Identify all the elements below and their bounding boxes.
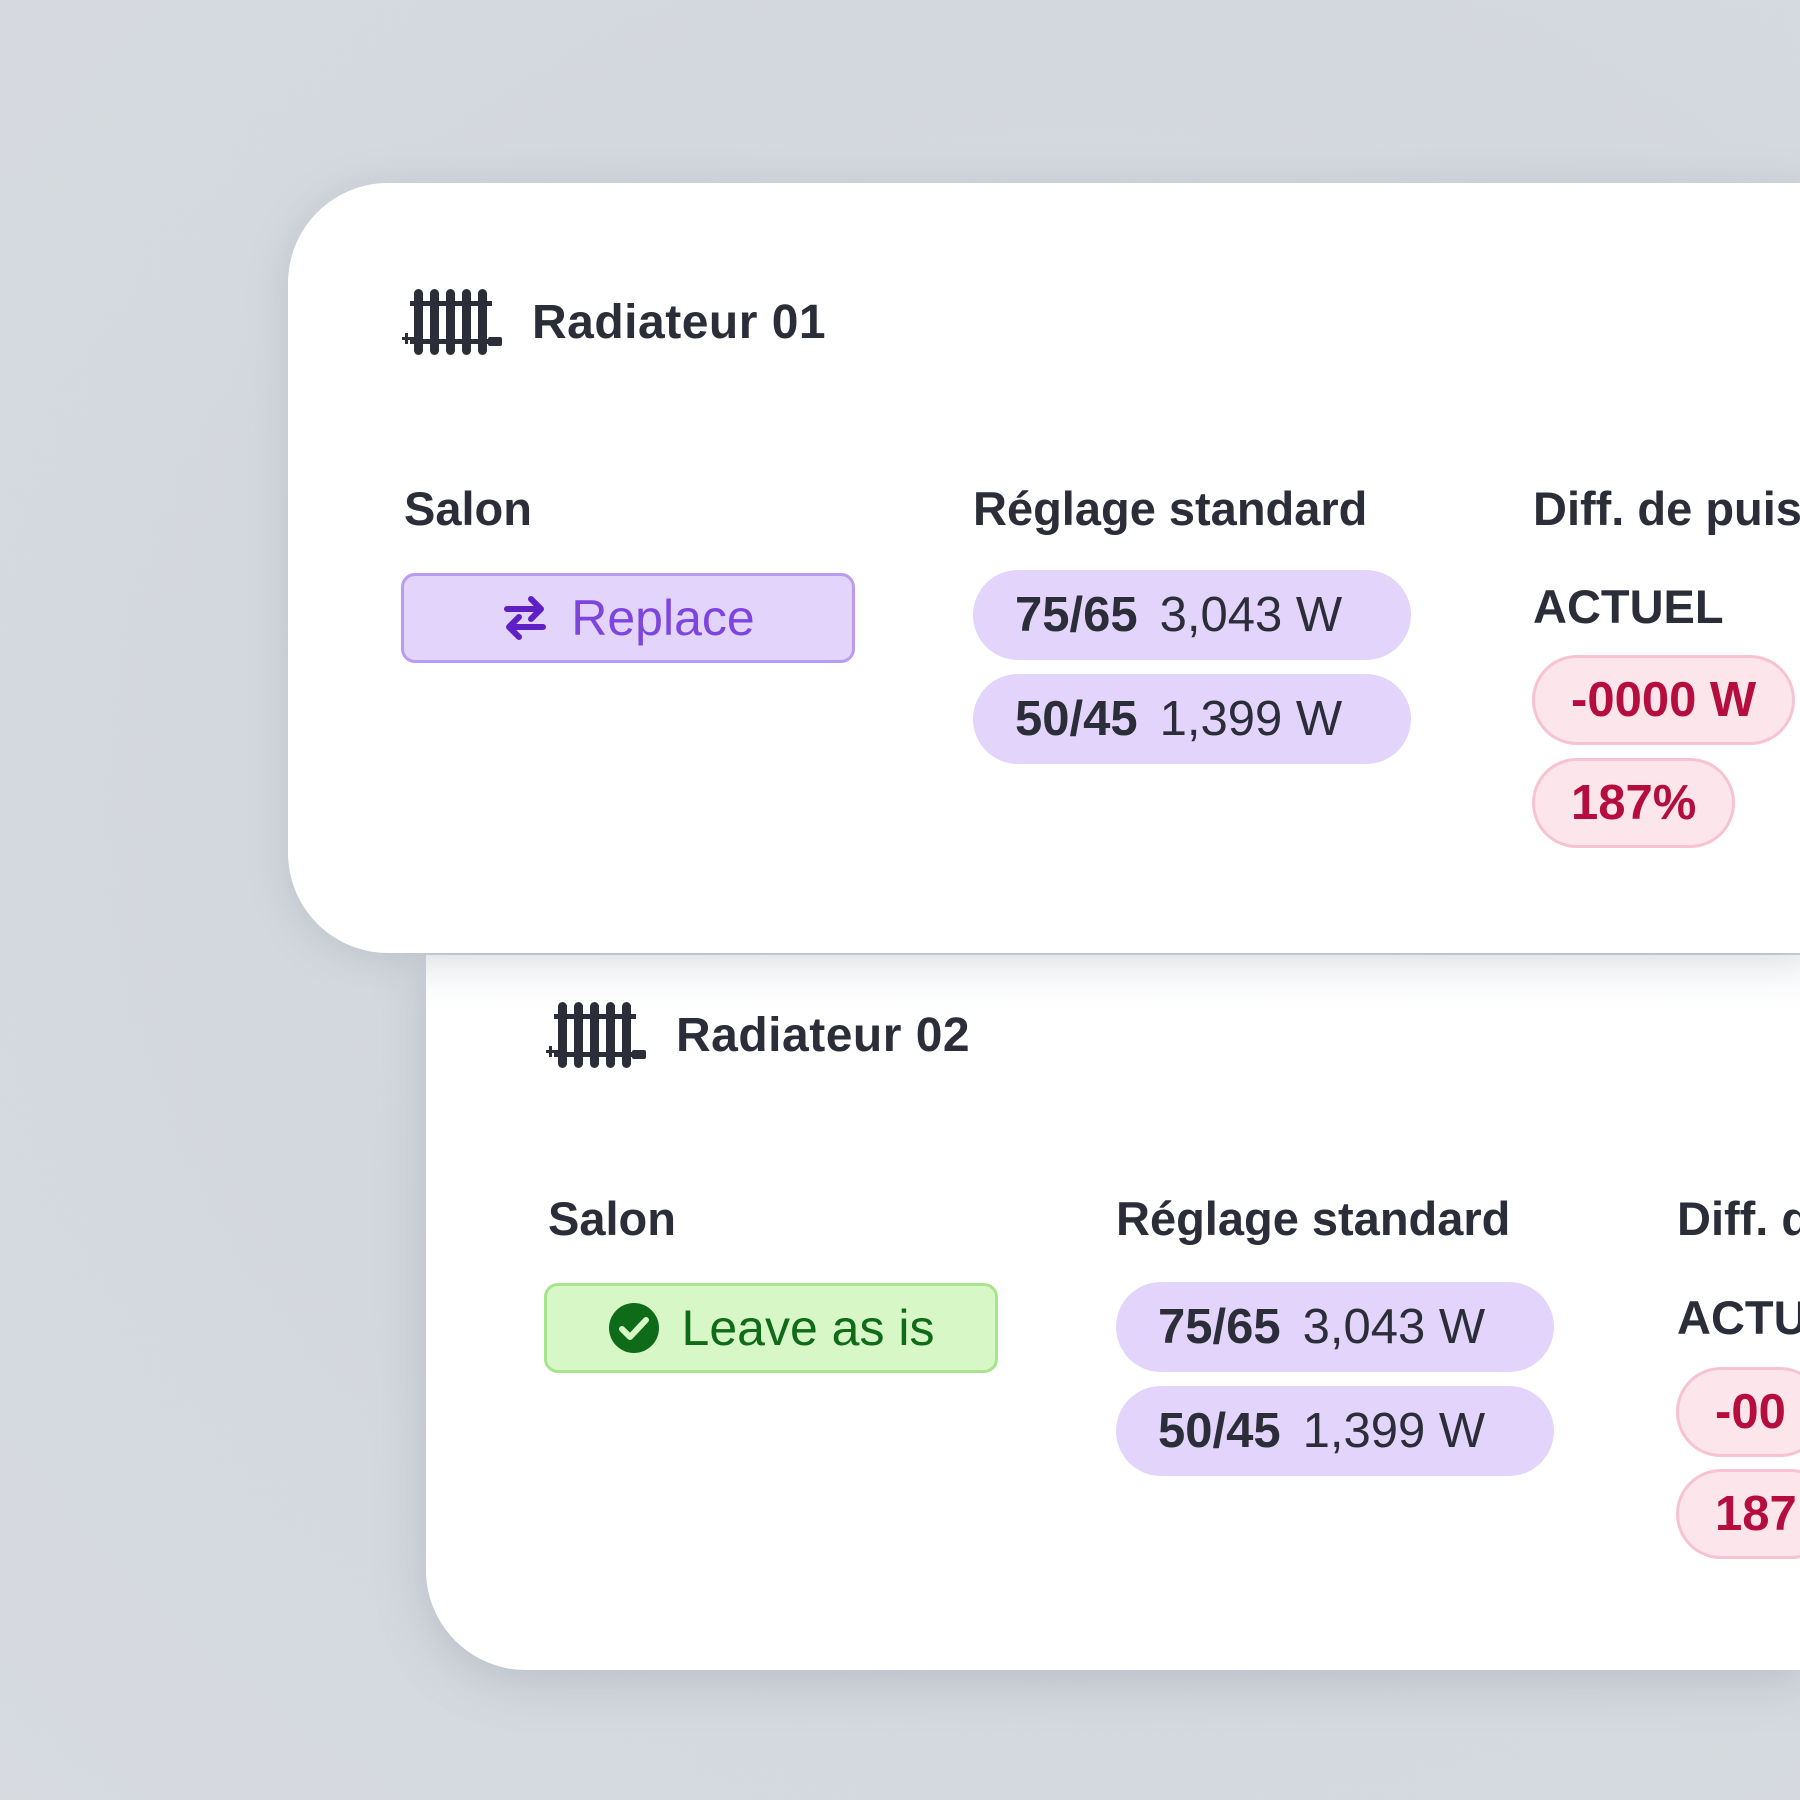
- setting-label: Réglage standard: [973, 482, 1368, 535]
- leave-as-is-label: Leave as is: [681, 1300, 935, 1356]
- replace-button-label: Replace: [571, 590, 755, 646]
- setting-temp: 50/45: [1158, 1404, 1281, 1458]
- diff-sublabel: ACTUEL: [1533, 580, 1724, 633]
- diff-label: Diff. de puis: [1533, 482, 1800, 535]
- setting-power: 3,043 W: [1302, 1300, 1486, 1354]
- leave-as-is-button[interactable]: Leave as is: [544, 1283, 998, 1373]
- diff-power-badge: -00: [1676, 1367, 1800, 1457]
- setting-temp: 75/65: [1015, 588, 1138, 642]
- diff-label: Diff. d: [1677, 1192, 1800, 1245]
- card-header: Radiateur 02: [546, 1000, 970, 1070]
- card-title: Radiateur 01: [532, 295, 827, 349]
- setting-temp: 50/45: [1015, 692, 1138, 746]
- setting-power: 1,399 W: [1159, 692, 1343, 746]
- setting-pill: 50/45 1,399 W: [973, 674, 1411, 764]
- replace-button[interactable]: Replace: [401, 573, 855, 663]
- radiator-card-1: Radiateur 01 Salon Replace Réglage stand…: [288, 183, 1800, 953]
- setting-pill: 75/65 3,043 W: [973, 570, 1411, 660]
- room-label: Salon: [548, 1192, 676, 1245]
- room-label: Salon: [404, 482, 532, 535]
- radiator-card-2: Radiateur 02 Salon Leave as is Réglage s…: [426, 955, 1800, 1670]
- setting-power: 3,043 W: [1159, 588, 1343, 642]
- card-header: Radiateur 01: [402, 287, 826, 357]
- card-title: Radiateur 02: [676, 1008, 971, 1062]
- diff-sublabel: ACTU: [1677, 1291, 1800, 1344]
- diff-percent-badge: 187%: [1532, 758, 1736, 848]
- diff-power-badge: -0000 W: [1532, 655, 1796, 745]
- check-circle-icon: [608, 1302, 660, 1354]
- radiator-icon: [402, 287, 508, 357]
- setting-label: Réglage standard: [1116, 1192, 1511, 1245]
- swap-arrows-icon: [501, 595, 549, 641]
- setting-temp: 75/65: [1158, 1300, 1281, 1354]
- diff-percent-badge: 187: [1676, 1469, 1800, 1559]
- setting-power: 1,399 W: [1302, 1404, 1486, 1458]
- setting-pill: 75/65 3,043 W: [1116, 1282, 1554, 1372]
- radiator-icon: [546, 1000, 652, 1070]
- setting-pill: 50/45 1,399 W: [1116, 1386, 1554, 1476]
